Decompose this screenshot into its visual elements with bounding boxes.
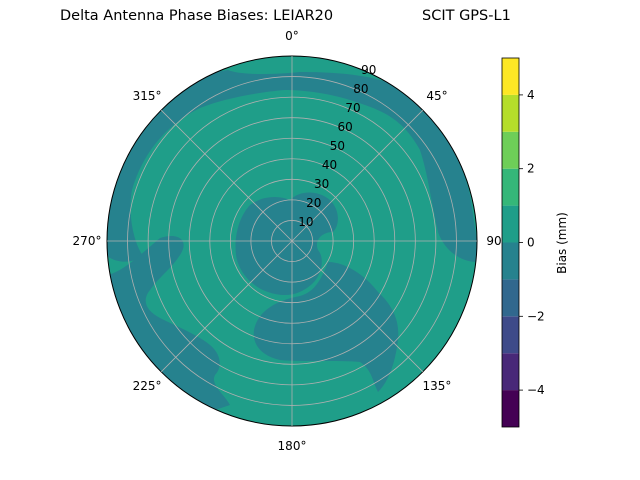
grid-spoke [291, 109, 424, 242]
colorbar-tick-label: 0 [527, 236, 535, 250]
azimuth-tick-label: 315° [133, 89, 162, 103]
radial-tick-label: 10 [298, 215, 313, 229]
azimuth-tick-label: 45° [426, 89, 447, 103]
colorbar-tick-label: 4 [527, 88, 535, 102]
polar-grid [107, 56, 477, 426]
chart-title: Delta Antenna Phase Biases: LEIAR20 [60, 8, 334, 24]
colorbar-tick-label: −2 [527, 309, 545, 323]
contour-region-west-lobe [108, 235, 230, 415]
colorbar-tick-label: −4 [527, 383, 545, 397]
colorbar-segment [502, 131, 519, 169]
colorbar-segment [502, 205, 519, 243]
radial-tick-label: 60 [338, 120, 353, 134]
colorbar-segment [502, 168, 519, 206]
radial-tick-label: 20 [306, 196, 321, 210]
azimuth-tick-label: 270° [73, 234, 102, 248]
azimuth-tick-label: 0° [285, 29, 299, 43]
radial-tick-label: 30 [314, 177, 329, 191]
colorbar-label: Bias (mm) [555, 212, 569, 274]
colorbar-tick-label: 2 [527, 162, 535, 176]
radial-tick-label: 40 [322, 158, 337, 172]
grid-spoke [160, 109, 293, 242]
colorbar [502, 58, 519, 427]
colorbar-segment [502, 316, 519, 354]
azimuth-tick-label: 180° [278, 439, 307, 453]
radial-tick-label: 90 [361, 63, 376, 77]
radial-tick-label: 80 [353, 82, 368, 96]
grid-spoke [291, 240, 424, 373]
colorbar-ticks: −4 −2 0 2 4 [519, 88, 545, 397]
azimuth-tick-labels: 0°45°90°135°180°225°270°315° [73, 29, 508, 453]
contour-region-se-lobe [253, 262, 399, 392]
colorbar-segment [502, 390, 519, 427]
colorbar-segment [502, 353, 519, 391]
colorbar-segment [502, 242, 519, 280]
contour-region-inner-rings [235, 192, 338, 296]
colorbar-segment [502, 279, 519, 317]
azimuth-tick-label: 135° [423, 379, 452, 393]
radial-tick-labels: 10 20 30 40 50 60 70 80 90 [298, 63, 376, 229]
colorbar-segment [502, 58, 519, 95]
azimuth-tick-label: 225° [133, 379, 162, 393]
grid-spoke [160, 240, 293, 373]
radial-tick-label: 50 [330, 139, 345, 153]
radial-tick-label: 70 [345, 101, 360, 115]
colorbar-segment [502, 94, 519, 132]
chart-subtitle: SCIT GPS-L1 [422, 8, 511, 24]
contour-regions [107, 70, 477, 415]
